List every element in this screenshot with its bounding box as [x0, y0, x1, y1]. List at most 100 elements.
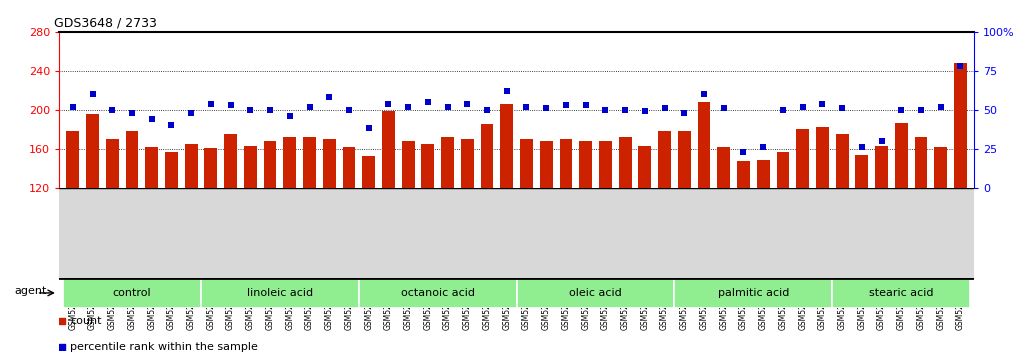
Point [597, 107, 613, 113]
Text: palmitic acid: palmitic acid [718, 288, 789, 298]
Point [676, 110, 693, 116]
Bar [461, 139, 474, 188]
Point [223, 102, 239, 108]
Point [361, 126, 377, 131]
Point [656, 105, 672, 111]
Point [933, 104, 949, 109]
Point [341, 107, 357, 113]
Point [716, 105, 732, 111]
Point [65, 104, 81, 109]
Bar [639, 146, 651, 188]
Point [84, 91, 101, 97]
Bar [757, 160, 770, 188]
Point [321, 95, 338, 100]
Text: oleic acid: oleic acid [570, 288, 622, 298]
Bar [481, 124, 493, 188]
Bar [201, 278, 359, 308]
Bar [855, 155, 869, 188]
Bar [895, 124, 908, 188]
Bar [698, 102, 711, 188]
Point [242, 107, 258, 113]
Text: stearic acid: stearic acid [870, 288, 934, 298]
Text: percentile rank within the sample: percentile rank within the sample [70, 342, 258, 352]
Bar [382, 111, 395, 188]
Point [380, 101, 397, 106]
Point [834, 105, 850, 111]
Bar [618, 137, 632, 188]
Bar [284, 137, 296, 188]
Point [519, 104, 535, 109]
Bar [500, 104, 514, 188]
Point [420, 99, 436, 105]
Point [853, 144, 870, 150]
Bar [204, 148, 218, 188]
Bar [322, 139, 336, 188]
Point [328, 63, 345, 68]
Point [124, 110, 140, 116]
Point [794, 104, 811, 109]
Point [183, 110, 199, 116]
Text: linoleic acid: linoleic acid [247, 288, 313, 298]
Point [104, 107, 120, 113]
Text: GDS3648 / 2733: GDS3648 / 2733 [55, 16, 158, 29]
Point [479, 107, 495, 113]
Point [202, 101, 219, 106]
Point [637, 108, 653, 114]
Bar [359, 278, 517, 308]
Bar [540, 141, 552, 188]
Bar [263, 141, 277, 188]
Bar [63, 278, 201, 308]
Point [460, 101, 476, 106]
Point [301, 104, 317, 109]
Point [498, 88, 515, 94]
Point [328, 293, 345, 298]
Bar [185, 144, 197, 188]
Point [262, 107, 279, 113]
Bar [559, 139, 573, 188]
Bar [954, 63, 967, 188]
Bar [658, 131, 671, 188]
Text: octanoic acid: octanoic acid [401, 288, 475, 298]
Bar [517, 278, 674, 308]
Point [696, 91, 712, 97]
Point [578, 102, 594, 108]
Bar [935, 147, 947, 188]
Bar [674, 278, 832, 308]
Bar [402, 141, 415, 188]
Text: control: control [113, 288, 152, 298]
Bar [145, 147, 158, 188]
Point [538, 105, 554, 111]
Point [735, 149, 752, 155]
Bar [816, 127, 829, 188]
Point [439, 104, 456, 109]
Bar [224, 134, 237, 188]
Point [617, 107, 634, 113]
Point [952, 63, 968, 69]
Bar [421, 144, 434, 188]
Bar [362, 156, 375, 188]
Bar [343, 147, 355, 188]
Bar [777, 152, 789, 188]
Point [775, 107, 791, 113]
Bar [914, 137, 928, 188]
Bar [165, 152, 178, 188]
Bar [86, 114, 99, 188]
Bar [678, 131, 691, 188]
Bar [580, 141, 592, 188]
Point [557, 102, 574, 108]
Bar [832, 278, 970, 308]
Bar [796, 129, 810, 188]
Bar [836, 134, 848, 188]
Point [893, 107, 909, 113]
Text: count: count [70, 316, 102, 326]
Bar [876, 146, 888, 188]
Bar [244, 146, 256, 188]
Point [874, 138, 890, 144]
Bar [737, 161, 750, 188]
Bar [106, 139, 119, 188]
Point [755, 144, 771, 150]
Text: agent: agent [15, 286, 47, 296]
Bar [717, 147, 730, 188]
Bar [441, 137, 454, 188]
Point [400, 104, 416, 109]
